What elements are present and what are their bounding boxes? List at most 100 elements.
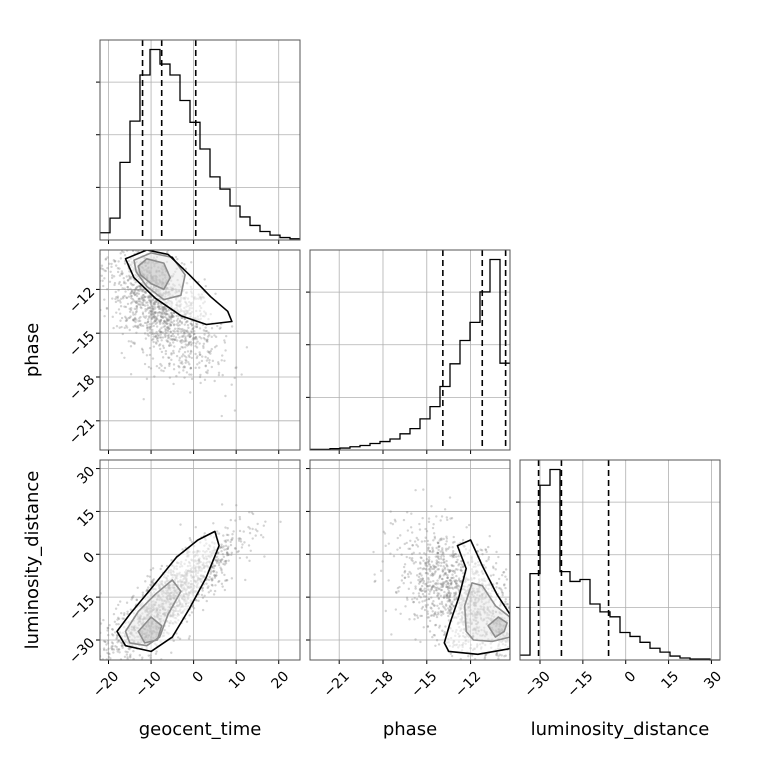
scatter-point (110, 262, 113, 266)
scatter-point (439, 557, 443, 560)
scatter-point (428, 590, 432, 593)
scatter-point (162, 309, 165, 312)
scatter-point (410, 531, 414, 534)
scatter-point (424, 561, 427, 565)
scatter-point (172, 351, 175, 355)
scatter-point (245, 556, 249, 559)
histogram-phase (310, 258, 510, 451)
scatter-point (451, 564, 454, 567)
scatter-point (419, 580, 422, 584)
scatter-point (184, 338, 187, 341)
scatter-point (422, 559, 425, 562)
scatter-point (433, 537, 437, 540)
scatter-point (485, 684, 487, 686)
scatter-point (416, 545, 420, 548)
scatter-point (422, 581, 425, 585)
scatter-point (461, 664, 463, 666)
scatter-point (403, 542, 406, 546)
scatter-point (102, 647, 106, 650)
scatter-point (140, 244, 142, 246)
scatter-point (452, 570, 455, 573)
scatter-point (545, 633, 547, 635)
scatter-point (62, 209, 64, 211)
scatter-point (512, 583, 514, 585)
scatter-point (447, 607, 450, 610)
xtick-label-luminosity_distance: 0 (622, 668, 640, 686)
scatter-point (225, 548, 228, 551)
scatter-point (449, 605, 452, 609)
scatter-point (170, 313, 174, 317)
scatter-point (127, 274, 131, 278)
scatter-point (455, 585, 459, 588)
scatter-point (205, 329, 208, 333)
scatter-point (90, 667, 92, 669)
scatter-point (428, 550, 432, 553)
scatter-point (189, 366, 193, 370)
scatter-point (161, 331, 165, 334)
scatter-point (454, 591, 458, 594)
scatter-point (424, 604, 427, 607)
scatter-point (108, 652, 111, 656)
scatter-point (173, 338, 177, 342)
scatter-point (214, 574, 218, 577)
scatter-point (100, 274, 103, 277)
ytick-label-phase: −21 (66, 416, 98, 448)
scatter-point (178, 637, 182, 641)
scatter-point (90, 260, 92, 262)
scatter-point (118, 280, 121, 284)
scatter-point (134, 288, 138, 292)
scatter-point (437, 592, 441, 595)
scatter-point (467, 523, 471, 527)
scatter-point (211, 565, 215, 568)
scatter-point (443, 594, 446, 597)
scatter-point (421, 516, 424, 520)
scatter-point (420, 607, 424, 610)
scatter-point (125, 319, 128, 322)
scatter-point (150, 295, 153, 299)
scatter-point (213, 379, 216, 383)
scatter-point (183, 350, 187, 354)
scatter-point (120, 250, 124, 253)
scatter-point (167, 356, 170, 359)
scatter-point (164, 327, 167, 331)
scatter-point (427, 546, 430, 549)
scatter-point (126, 227, 128, 229)
scatter-point (195, 346, 199, 349)
scatter-point (105, 648, 108, 652)
scatter-point (152, 307, 155, 311)
scatter-point (418, 580, 422, 583)
scatter-point (201, 596, 205, 599)
scatter-point (176, 257, 179, 261)
scatter-point (432, 614, 436, 617)
scatter-point (427, 547, 430, 550)
scatter-point (133, 319, 136, 322)
scatter-point (442, 537, 445, 541)
scatter-point (137, 303, 140, 306)
scatter-point (129, 345, 133, 348)
scatter-point (186, 344, 189, 347)
scatter-point (106, 651, 109, 655)
scatter-point (147, 296, 150, 300)
scatter-point (122, 667, 124, 669)
scatter-point (176, 636, 180, 639)
scatter-point (409, 526, 413, 529)
scatter-point (147, 306, 150, 310)
scatter-point (129, 655, 132, 658)
scatter-point (436, 551, 439, 554)
scatter-point (527, 616, 529, 618)
scatter-point (149, 583, 152, 587)
scatter-point (517, 644, 519, 646)
scatter-point (437, 613, 440, 616)
scatter-point (431, 610, 434, 613)
scatter-point (203, 594, 206, 597)
scatter-point (158, 307, 161, 310)
scatter-point (166, 334, 170, 338)
scatter-point (439, 594, 442, 597)
scatter-point (104, 664, 106, 666)
xtick-label-phase: −18 (365, 668, 397, 700)
scatter-point (454, 552, 458, 556)
scatter-point (449, 592, 453, 595)
scatter-point (451, 541, 455, 544)
scatter-point (418, 572, 421, 576)
